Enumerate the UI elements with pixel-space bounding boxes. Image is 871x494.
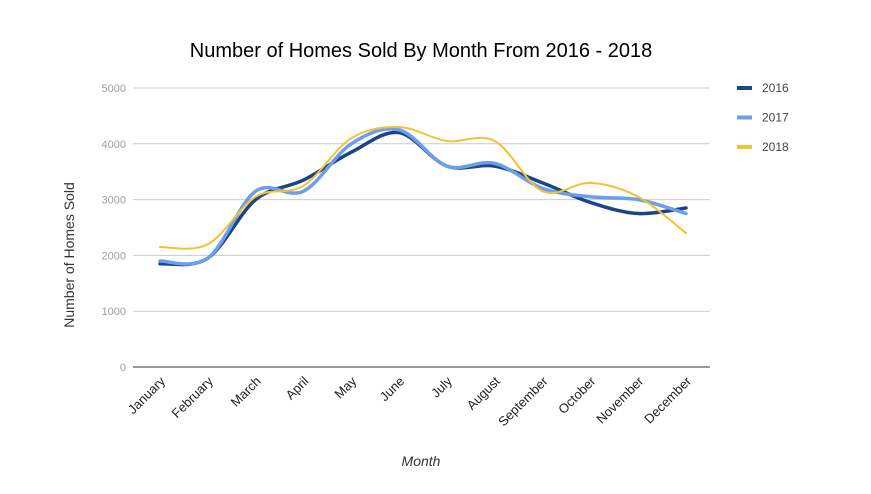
y-axis-ticks: 0 1000 2000 3000 4000 5000 [102,83,126,374]
y-tick-label: 1000 [102,306,126,318]
x-axis-title: Month [402,453,441,469]
y-tick-label: 2000 [102,250,126,262]
x-tick-label: October [555,373,599,417]
chart-title: Number of Homes Sold By Month From 2016 … [190,40,652,62]
y-tick-label: 4000 [102,139,126,151]
x-tick-label: July [428,373,455,400]
x-tick-label: February [169,373,217,421]
y-tick-label: 5000 [102,83,126,95]
legend-label-2016: 2016 [762,81,789,95]
series-lines [158,126,688,267]
y-tick-label: 0 [120,362,126,374]
series-line-2018 [159,126,687,250]
x-tick-label: March [228,374,264,410]
legend-label-2018: 2018 [762,140,789,154]
x-tick-label: December [641,373,694,426]
x-tick-label: January [125,373,169,417]
legend-label-2017: 2017 [762,111,789,125]
x-tick-label: June [377,374,408,405]
x-tick-label: May [331,373,359,401]
y-axis-title: Number of Homes Sold [61,182,77,328]
gridlines [133,87,710,368]
x-tick-label: April [283,373,312,402]
legend: 2016 2017 2018 [737,81,789,154]
y-tick-label: 3000 [102,195,126,207]
x-tick-label: August [464,373,503,412]
x-tick-label: November [593,373,646,426]
x-tick-label: September [495,373,551,429]
x-axis-ticks: January February March April May June July Augu… [125,373,695,429]
series-line-2017 [158,127,688,266]
